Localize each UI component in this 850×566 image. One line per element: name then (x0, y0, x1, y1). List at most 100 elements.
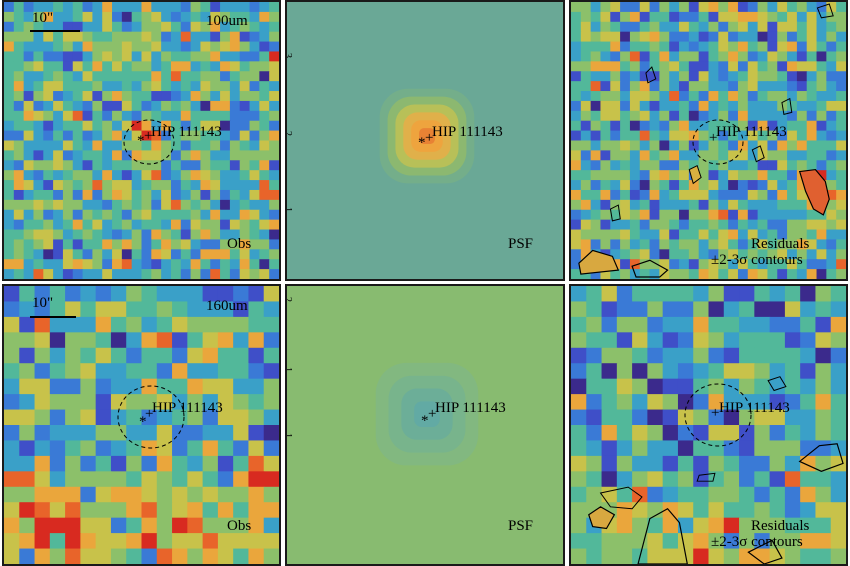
psf-core-level (419, 128, 435, 144)
map-pixel (679, 81, 690, 92)
map-pixel (172, 471, 188, 488)
map-pixel (610, 219, 621, 231)
map-pixel (677, 425, 694, 442)
map-pixel (239, 160, 251, 171)
map-pixel (33, 219, 44, 231)
map-pixel (263, 440, 279, 457)
map-pixel (239, 61, 251, 72)
map-pixel (649, 160, 660, 171)
map-pixel (200, 249, 211, 260)
map-pixel (600, 21, 611, 33)
residual-label: Residuals (751, 518, 810, 534)
map-pixel (19, 409, 36, 426)
map-pixel (815, 486, 832, 503)
map-pixel (571, 31, 582, 43)
map-pixel (259, 11, 270, 23)
map-pixel (95, 455, 112, 472)
map-pixel (23, 2, 35, 13)
map-pixel (156, 332, 173, 349)
map-pixel (708, 81, 719, 92)
map-pixel (787, 100, 798, 112)
map-pixel (784, 316, 801, 333)
map-pixel (796, 239, 808, 250)
map-pixel (739, 332, 755, 349)
map-pixel (131, 150, 143, 161)
map-pixel (708, 455, 725, 472)
map-pixel (632, 301, 648, 318)
map-pixel (718, 180, 729, 191)
psf-100um-panel: 3 2 1 * + HIP 111143 PSF (285, 0, 565, 281)
map-pixel (708, 394, 725, 411)
map-pixel (632, 425, 648, 442)
map-pixel (677, 332, 694, 349)
map-pixel (723, 548, 740, 564)
map-pixel (112, 259, 123, 270)
source-marker-star: * (137, 133, 145, 149)
map-pixel (723, 517, 740, 534)
map-pixel (110, 425, 127, 442)
map-pixel (95, 533, 112, 550)
map-pixel (571, 332, 587, 349)
map-pixel (187, 517, 204, 534)
map-pixel (95, 440, 112, 457)
map-pixel (23, 229, 35, 241)
map-pixel (693, 440, 710, 457)
map-pixel (33, 180, 44, 191)
map-pixel (571, 219, 582, 231)
map-pixel (151, 11, 162, 23)
map-pixel (172, 378, 188, 395)
map-pixel (259, 130, 270, 142)
map-pixel (698, 249, 710, 260)
map-pixel (53, 61, 64, 72)
map-pixel (220, 209, 231, 221)
map-pixel (693, 332, 710, 349)
map-pixel (263, 502, 279, 519)
map-pixel (172, 486, 188, 503)
map-pixel (647, 286, 664, 303)
map-pixel (34, 471, 51, 488)
map-pixel (72, 41, 84, 53)
map-pixel (610, 269, 621, 279)
map-pixel (580, 100, 592, 112)
map-pixel (151, 100, 162, 112)
map-pixel (728, 209, 739, 221)
map-pixel (784, 332, 801, 349)
map-pixel (647, 440, 664, 457)
map-pixel (263, 316, 279, 333)
map-pixel (62, 199, 74, 211)
map-pixel (65, 533, 81, 550)
map-pixel (600, 189, 611, 201)
map-pixel (757, 170, 769, 181)
map-pixel (233, 316, 250, 333)
map-pixel (723, 502, 740, 519)
map-pixel (620, 199, 631, 211)
map-pixel (190, 91, 202, 102)
map-pixel (33, 160, 44, 171)
map-pixel (53, 199, 64, 211)
map-pixel (23, 170, 35, 181)
map-pixel (131, 31, 143, 43)
map-pixel (49, 440, 66, 457)
map-pixel (830, 316, 846, 333)
map-pixel (806, 229, 818, 241)
map-pixel (220, 91, 231, 102)
map-pixel (33, 2, 44, 13)
map-pixel (131, 140, 143, 151)
map-pixel (141, 219, 152, 231)
map-pixel (43, 150, 54, 161)
map-pixel (92, 91, 103, 102)
map-pixel (151, 269, 162, 279)
map-pixel (190, 31, 202, 43)
map-pixel (659, 259, 670, 270)
map-pixel (718, 239, 729, 250)
map-pixel (43, 170, 54, 181)
map-pixel (669, 199, 680, 211)
map-pixel (767, 140, 778, 151)
map-pixel (806, 259, 818, 270)
map-pixel (190, 249, 202, 260)
map-pixel (698, 160, 710, 171)
map-pixel (754, 455, 771, 472)
map-pixel (102, 91, 113, 102)
map-pixel (826, 249, 837, 260)
map-pixel (757, 100, 769, 112)
